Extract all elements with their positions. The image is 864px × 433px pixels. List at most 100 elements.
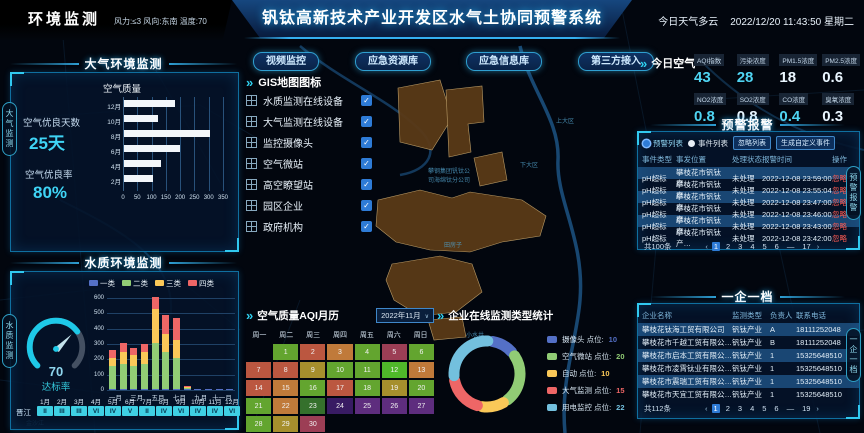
calendar-day[interactable]: 2: [300, 344, 326, 360]
calendar-day[interactable]: 23: [300, 398, 326, 414]
layer-checkbox[interactable]: [361, 137, 372, 148]
prev-page-button[interactable]: ‹: [705, 404, 708, 413]
page-button[interactable]: 19: [802, 404, 811, 413]
enterprise-row[interactable]: 攀枝花钛海工贸有限公司 钒钛产业 A 18111252048: [638, 323, 859, 336]
calendar-day[interactable]: 16: [300, 380, 326, 396]
calendar-day[interactable]: 22: [273, 398, 299, 414]
calendar-day[interactable]: 5: [381, 344, 407, 360]
layer-checkbox[interactable]: [361, 95, 372, 106]
ignore-action[interactable]: 忽略: [832, 209, 847, 219]
gis-layer-item[interactable]: 监控摄像头: [246, 132, 372, 153]
calendar-day[interactable]: 14: [246, 380, 272, 396]
gis-layer-item[interactable]: 园区企业: [246, 195, 372, 216]
banner-underline: [244, 37, 620, 39]
enterprise-row[interactable]: 攀枝花市凌霄钛业有限公… 钒钛产业 1 15325648510: [638, 362, 859, 375]
page-button[interactable]: 4: [750, 242, 755, 251]
legend-item: 二类: [122, 278, 148, 289]
layer-checkbox[interactable]: [361, 221, 372, 232]
calendar-day[interactable]: 6: [408, 344, 434, 360]
enterprise-row[interactable]: 攀枝花市震瑞工贸有限公… 钒钛产业 1 15325648510: [638, 375, 859, 388]
ignore-action[interactable]: 忽略: [832, 221, 847, 231]
calendar-day[interactable]: 12: [381, 362, 407, 378]
calendar-day[interactable]: 29: [273, 416, 299, 432]
toolbar-button[interactable]: 视频监控: [253, 52, 319, 71]
page-button[interactable]: 3: [738, 242, 743, 251]
monitor-type-header: 企业在线监测类型统计: [437, 308, 635, 323]
calendar-day[interactable]: 26: [381, 398, 407, 414]
calendar-day[interactable]: 7: [246, 362, 272, 378]
gis-layer-item[interactable]: 空气微站: [246, 153, 372, 174]
calendar-day[interactable]: 24: [327, 398, 353, 414]
calendar-day[interactable]: 25: [354, 398, 380, 414]
toolbar-button[interactable]: 应急资源库: [355, 52, 431, 71]
calendar-day[interactable]: 18: [354, 380, 380, 396]
calendar-day[interactable]: 3: [327, 344, 353, 360]
layer-checkbox[interactable]: [361, 179, 372, 190]
side-tab[interactable]: 大气监测: [2, 102, 17, 156]
alarm-type: pH超标: [642, 209, 667, 219]
calendar-day[interactable]: 30: [300, 416, 326, 432]
gis-layer-item[interactable]: 水质监测在线设备: [246, 90, 372, 111]
page-button[interactable]: 5: [762, 242, 767, 251]
gis-layer-item[interactable]: 政府机构: [246, 216, 372, 237]
alarm-action-button[interactable]: 忽略列表: [733, 136, 771, 150]
layer-icon: [246, 158, 257, 169]
calendar-day[interactable]: 11: [354, 362, 380, 378]
radio-option[interactable]: 预警列表: [643, 138, 683, 149]
page-button[interactable]: 5: [762, 404, 767, 413]
toolbar-button[interactable]: 应急信息库: [466, 52, 542, 71]
calendar-day[interactable]: 19: [381, 380, 407, 396]
ignore-action[interactable]: 忽略: [832, 185, 847, 195]
layer-checkbox[interactable]: [361, 200, 372, 211]
calendar-day[interactable]: 21: [246, 398, 272, 414]
side-tab[interactable]: 预警报警: [846, 166, 861, 220]
calendar-day[interactable]: 20: [408, 380, 434, 396]
alarm-row[interactable]: pH超标 攀枝花市钒钛产… 未处理 2022-12-08 23:47:00 忽略: [638, 191, 859, 212]
calendar-day[interactable]: 4: [354, 344, 380, 360]
prev-page-button[interactable]: ‹: [705, 242, 708, 251]
good-days-value: 25天: [29, 134, 65, 153]
calendar-day[interactable]: 9: [300, 362, 326, 378]
calendar-day[interactable]: 27: [408, 398, 434, 414]
page-button[interactable]: 3: [737, 404, 743, 413]
toolbar-button[interactable]: 第三方接入: [578, 52, 654, 71]
alarm-row[interactable]: pH超标 攀枝花市钒钛产… 未处理 2022-12-08 23:59:00 忽略: [638, 167, 859, 188]
calendar-day[interactable]: 15: [273, 380, 299, 396]
gis-layer-item[interactable]: 大气监测在线设备: [246, 111, 372, 132]
calendar-day[interactable]: 17: [327, 380, 353, 396]
enterprise-row[interactable]: 攀枝花市天宜工贸有限公… 钒钛产业 1 15325648510: [638, 388, 859, 401]
calendar-day[interactable]: 8: [273, 362, 299, 378]
next-page-button[interactable]: ›: [816, 242, 820, 251]
page-button[interactable]: 1: [711, 404, 720, 413]
ignore-action[interactable]: 忽略: [832, 233, 847, 243]
page-button[interactable]: 1: [711, 242, 720, 251]
page-button[interactable]: 2: [725, 242, 731, 251]
month-select[interactable]: 2022年11月: [376, 308, 434, 323]
alarm-row[interactable]: pH超标 攀枝花市钒钛产… 未处理 2022-12-08 23:42:00 忽略: [638, 227, 859, 248]
layer-checkbox[interactable]: [361, 158, 372, 169]
enterprise-row[interactable]: 攀枝花市启本工贸有限公… 钒钛产业 1 15325648510: [638, 349, 859, 362]
ignore-action[interactable]: 忽略: [832, 197, 847, 207]
gis-layer-item[interactable]: 高空瞭望站: [246, 174, 372, 195]
next-page-button[interactable]: ›: [816, 404, 819, 413]
ignore-action[interactable]: 忽略: [832, 173, 847, 183]
page-button[interactable]: 17: [802, 242, 811, 251]
calendar-day[interactable]: 28: [246, 416, 272, 432]
alarm-row[interactable]: pH超标 攀枝花市钒钛产… 未处理 2022-12-08 23:43:00 忽略: [638, 215, 859, 236]
layer-checkbox[interactable]: [361, 116, 372, 127]
side-tab[interactable]: 水质监测: [2, 314, 17, 368]
calendar-day[interactable]: 10: [327, 362, 353, 378]
radio-option[interactable]: 事件列表: [688, 138, 728, 149]
alarm-row[interactable]: pH超标 攀枝花市钒钛产… 未处理 2022-12-08 23:46:00 忽略: [638, 203, 859, 224]
calendar-day[interactable]: 1: [273, 344, 299, 360]
page-button[interactable]: 6: [774, 404, 779, 413]
alarm-action-button[interactable]: 生成自定义事件: [776, 136, 835, 150]
page-button[interactable]: 2: [725, 404, 730, 413]
alarm-row[interactable]: pH超标 攀枝花市钒钛产… 未处理 2022-12-08 23:55:04 忽略: [638, 179, 859, 200]
side-tab[interactable]: 一企一档: [846, 328, 861, 382]
page-button[interactable]: 6: [774, 242, 779, 251]
calendar-day[interactable]: 13: [408, 362, 434, 378]
page-button[interactable]: 4: [750, 404, 755, 413]
legend-item: 摄像头 点位: 10: [547, 334, 625, 345]
enterprise-row[interactable]: 攀枝花市千越工贸有限公… 钒钛产业 B 18111252048: [638, 336, 859, 349]
